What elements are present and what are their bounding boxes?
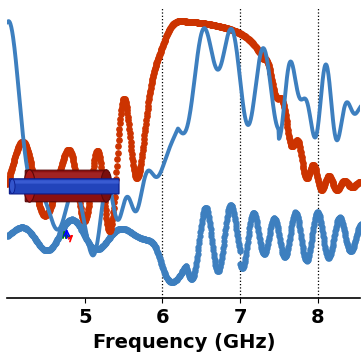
X-axis label: Frequency (GHz): Frequency (GHz): [92, 333, 275, 352]
FancyBboxPatch shape: [25, 172, 107, 179]
Ellipse shape: [9, 179, 15, 194]
FancyBboxPatch shape: [9, 179, 119, 194]
Ellipse shape: [24, 170, 35, 202]
FancyBboxPatch shape: [9, 180, 119, 183]
FancyBboxPatch shape: [25, 170, 107, 202]
Ellipse shape: [101, 170, 112, 202]
